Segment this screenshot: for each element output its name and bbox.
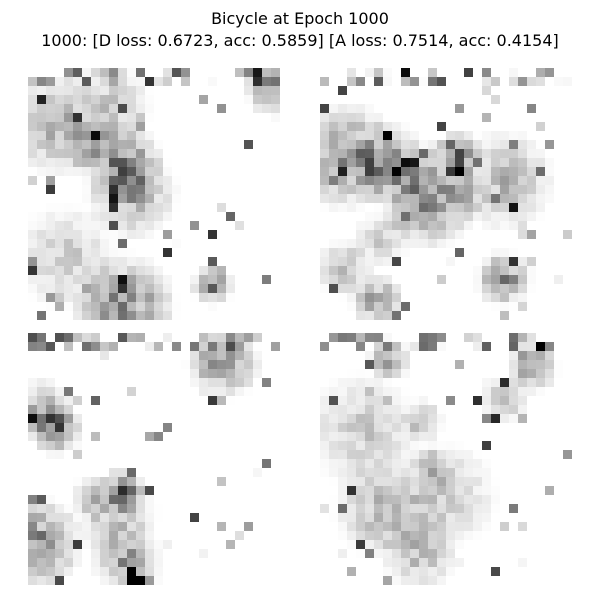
generated-sample-image — [28, 333, 280, 585]
sample-pixel-grid — [320, 333, 572, 585]
generated-sample-image — [28, 68, 280, 320]
generated-sample-image — [320, 68, 572, 320]
sample-pixel-grid — [28, 333, 280, 585]
figure-subtitle-losses: 1000: [D loss: 0.6723, acc: 0.5859] [A l… — [41, 31, 559, 50]
figure-title: Bicycle at Epoch 1000 — [211, 9, 389, 28]
sample-pixel-grid — [28, 68, 280, 320]
generated-sample-image — [320, 333, 572, 585]
sample-pixel-grid — [320, 68, 572, 320]
